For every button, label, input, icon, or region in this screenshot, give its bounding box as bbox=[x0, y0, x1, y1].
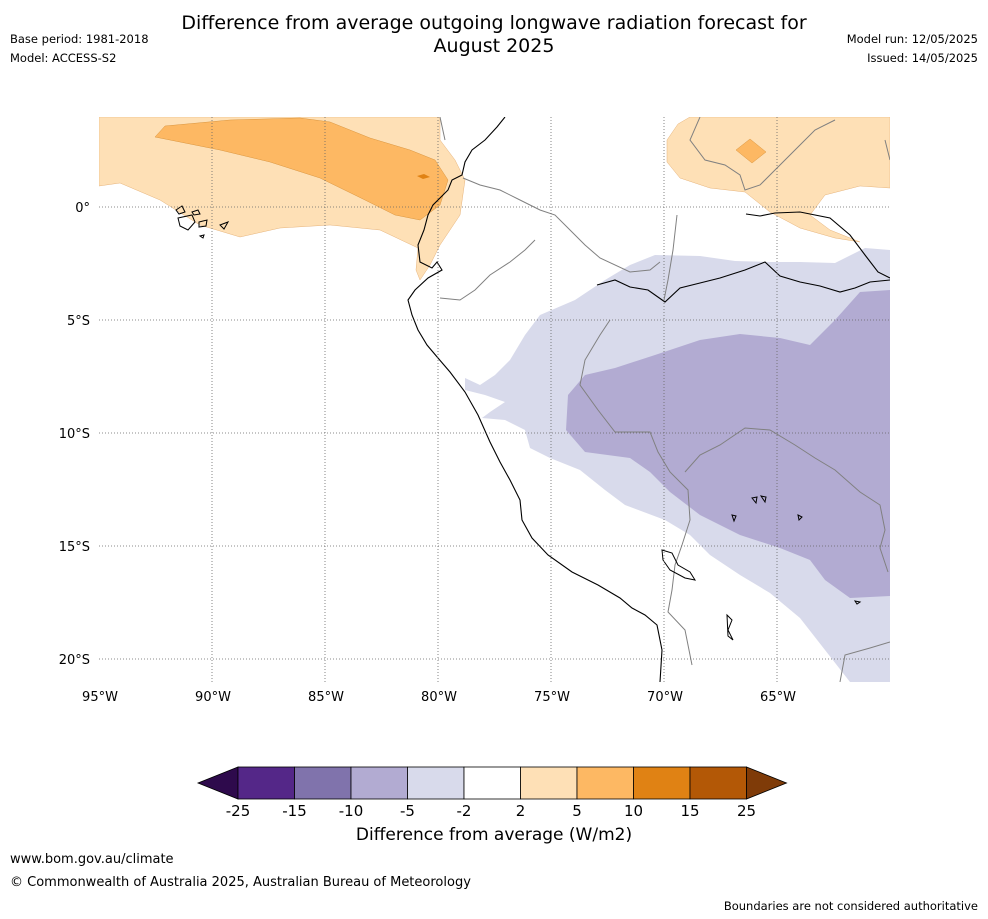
anomaly-positive-dark-spot bbox=[417, 174, 430, 179]
colorbar-segment bbox=[633, 766, 691, 800]
lon-tick-85w: 85°W bbox=[308, 690, 344, 705]
lakes bbox=[661, 495, 862, 641]
lat-tick-5s: 5°S bbox=[67, 314, 90, 329]
lat-tick-15s: 15°S bbox=[59, 540, 90, 555]
colorbar-segment bbox=[520, 766, 578, 800]
footer-note: Boundaries are not considered authoritat… bbox=[723, 899, 978, 913]
anomaly-positive-light-east bbox=[666, 117, 890, 243]
anomaly-positive-mid-east bbox=[735, 138, 767, 164]
lon-tick-70w: 70°W bbox=[647, 690, 683, 705]
anomaly-negative-mid bbox=[566, 290, 890, 598]
colorbar-extend-high bbox=[746, 766, 788, 800]
lon-tick-95w: 95°W bbox=[82, 690, 118, 705]
colorbar-segment bbox=[689, 766, 747, 800]
colorbar-tick-label: 15 bbox=[680, 802, 699, 820]
colorbar-label: Difference from average (W/m2) bbox=[355, 825, 633, 845]
colorbar-tick-labels: -25 -15 -10 -5 -2 2 5 10 15 25 bbox=[226, 802, 756, 820]
colorbar-tick-label: -15 bbox=[282, 802, 307, 820]
colorbar-tick-label: -25 bbox=[226, 802, 251, 820]
country-borders bbox=[439, 117, 890, 682]
colorbar-extend-low bbox=[196, 766, 239, 800]
colorbar-tick-label: 5 bbox=[572, 802, 582, 820]
colorbar-segment bbox=[576, 766, 634, 800]
model-name: Model: ACCESS-S2 bbox=[10, 51, 117, 65]
colorbar-tick-label: -2 bbox=[457, 802, 472, 820]
colorbar-segments bbox=[196, 766, 788, 800]
lon-tick-90w: 90°W bbox=[195, 690, 231, 705]
colorbar-tick-label: 10 bbox=[624, 802, 643, 820]
lat-tick-20s: 20°S bbox=[59, 653, 90, 668]
colorbar-segment bbox=[350, 766, 408, 800]
meta-right: Model run: 12/05/2025 Issued: 14/05/2025 bbox=[847, 30, 978, 68]
colorbar-segment bbox=[463, 766, 521, 800]
lat-tick-10s: 10°S bbox=[59, 427, 90, 442]
issued-date: Issued: 14/05/2025 bbox=[867, 51, 978, 65]
lon-tick-labels: 95°W 90°W 85°W 80°W 75°W 70°W 65°W bbox=[82, 690, 796, 705]
colorbar-tick-label: -5 bbox=[400, 802, 415, 820]
lat-tick-0: 0° bbox=[75, 201, 90, 216]
chart-title: Difference from average outgoing longwav… bbox=[0, 12, 988, 58]
coastline bbox=[407, 117, 663, 682]
title-line-2: August 2025 bbox=[433, 35, 555, 57]
lon-tick-80w: 80°W bbox=[421, 690, 457, 705]
lon-tick-75w: 75°W bbox=[534, 690, 570, 705]
map-area bbox=[99, 117, 890, 682]
amazon-river bbox=[596, 261, 890, 303]
model-run: Model run: 12/05/2025 bbox=[846, 32, 978, 46]
anomaly-positive-mid-west bbox=[154, 117, 449, 221]
title-line-1: Difference from average outgoing longwav… bbox=[181, 12, 807, 34]
footer-url[interactable]: www.bom.gov.au/climate bbox=[10, 852, 174, 867]
colorbar-segment bbox=[294, 766, 352, 800]
north-coast bbox=[745, 211, 890, 279]
colorbar-tick-label: -10 bbox=[339, 802, 364, 820]
lat-tick-labels: 0° 5°S 10°S 15°S 20°S bbox=[59, 201, 90, 668]
colorbar-tick-label: 25 bbox=[737, 802, 756, 820]
meta-left: Base period: 1981-2018 Model: ACCESS-S2 bbox=[10, 30, 149, 68]
footer-copyright: © Commonwealth of Australia 2025, Austra… bbox=[10, 875, 471, 890]
base-period: Base period: 1981-2018 bbox=[10, 32, 149, 46]
colorbar-segment bbox=[407, 766, 465, 800]
colorbar-segment bbox=[237, 766, 295, 800]
lon-tick-65w: 65°W bbox=[760, 690, 796, 705]
colorbar-tick-label: 2 bbox=[516, 802, 526, 820]
gridlines bbox=[99, 117, 890, 682]
